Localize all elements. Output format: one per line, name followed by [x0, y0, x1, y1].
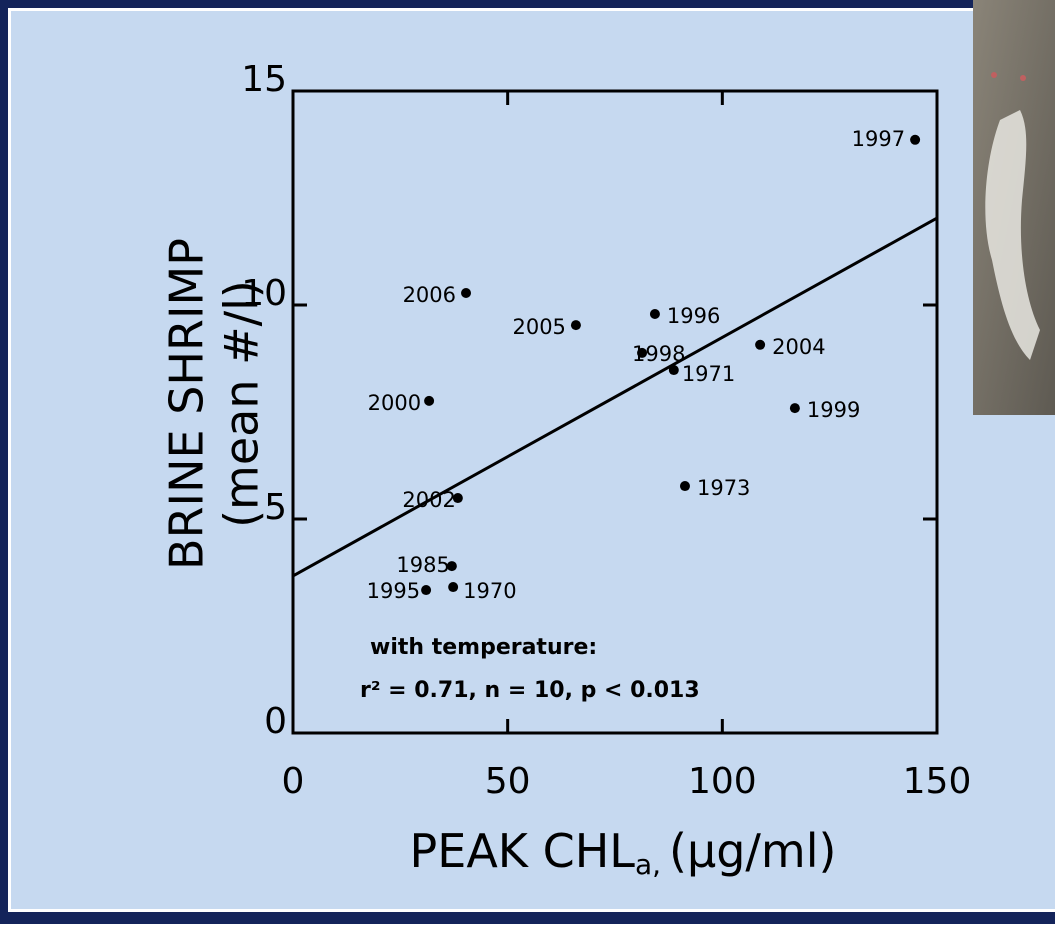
- point-label: 2006: [403, 283, 456, 307]
- x-tick-label: 50: [485, 761, 531, 802]
- point: [446, 561, 457, 572]
- shrimp-eye: [1020, 75, 1026, 81]
- point-label: 2000: [368, 391, 421, 415]
- point: [789, 403, 800, 414]
- x-axis-label-unit: (µg/ml): [669, 824, 836, 878]
- point: [424, 395, 435, 406]
- background: [11, 11, 1055, 909]
- annotation-line: with temperature:: [370, 635, 597, 660]
- point-label: 1999: [807, 398, 860, 422]
- point-label: 1971: [682, 362, 735, 386]
- point-label: 1970: [463, 579, 516, 603]
- point-label: 2002: [402, 488, 455, 512]
- x-tick-label: 0: [282, 761, 305, 802]
- point-label: 1985: [396, 553, 449, 577]
- point-label: 1995: [367, 579, 420, 603]
- point: [668, 365, 679, 376]
- y-tick-label: 0: [264, 701, 287, 742]
- annotation: with temperature: r² = 0.71, n = 10, p <…: [360, 635, 700, 703]
- y-axis-label: (mean #/l): [215, 280, 269, 528]
- point-label: 1996: [667, 304, 720, 328]
- point: [570, 320, 581, 331]
- point-label: 2005: [512, 315, 565, 339]
- x-tick-label: 150: [903, 761, 972, 802]
- point: [461, 288, 472, 299]
- y-tick-label: 10: [241, 273, 287, 314]
- shrimp-eye: [991, 72, 997, 78]
- y-tick-label: 15: [241, 59, 287, 100]
- point: [452, 493, 463, 504]
- point: [755, 339, 766, 350]
- y-tick-label: 5: [264, 487, 287, 528]
- point: [679, 481, 690, 492]
- point: [421, 585, 432, 596]
- point: [448, 582, 459, 593]
- x-axis-label: PEAK CHLa, (µg/ml): [410, 824, 837, 882]
- point: [637, 347, 648, 358]
- point: [910, 134, 921, 145]
- plot-frame: [291, 89, 939, 735]
- point-label: 1973: [697, 476, 750, 500]
- point-label: 2004: [772, 335, 825, 359]
- x-axis-label-main: PEAK CHL: [410, 824, 636, 878]
- point: [649, 308, 660, 319]
- photo: [973, 0, 1055, 415]
- x-tick-label: 100: [688, 761, 757, 802]
- point-label: 1998: [632, 342, 685, 366]
- y-axis-label: BRINE SHRIMP: [160, 238, 214, 570]
- shrimp: [985, 110, 1040, 360]
- x-axis-label-sub: a,: [635, 848, 661, 881]
- point-label: 1997: [852, 127, 905, 151]
- trendline: [292, 216, 938, 578]
- annotation-line: r² = 0.71, n = 10, p < 0.013: [360, 678, 700, 703]
